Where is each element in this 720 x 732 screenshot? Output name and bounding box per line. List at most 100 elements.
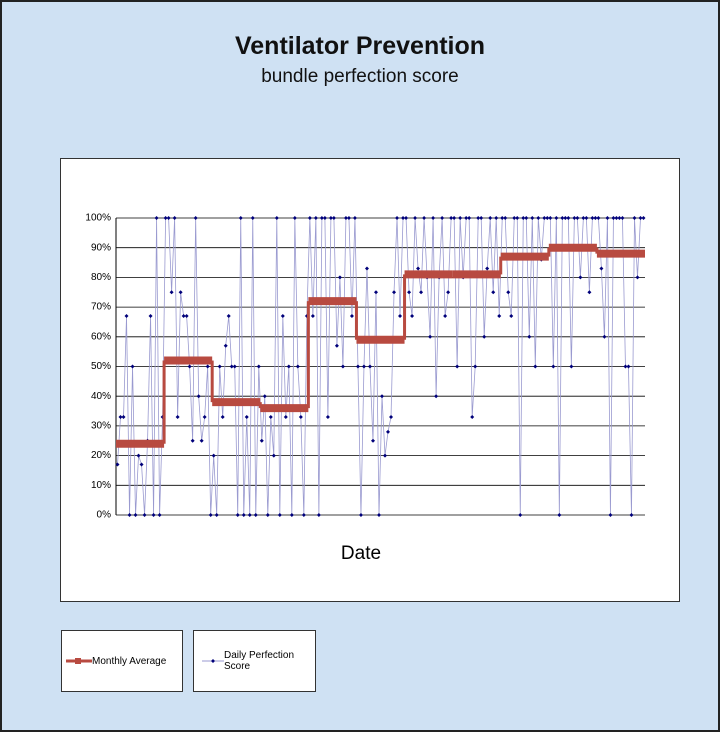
daily-marker (154, 216, 159, 220)
daily-marker (419, 290, 424, 295)
daily-marker (500, 216, 505, 220)
daily-marker (208, 513, 213, 517)
daily-marker (596, 216, 601, 220)
daily-marker (307, 216, 312, 220)
legend-box: Monthly Average (61, 630, 183, 692)
daily-marker (611, 216, 616, 220)
daily-marker (328, 216, 333, 220)
daily-marker (458, 216, 463, 220)
daily-marker (334, 343, 339, 348)
daily-marker (250, 216, 255, 220)
daily-marker (322, 216, 327, 220)
legend-label: Daily Perfection Score (224, 650, 295, 672)
daily-marker (127, 513, 132, 517)
y-tick-label: 0% (97, 510, 112, 521)
daily-marker (256, 364, 261, 369)
daily-marker (524, 216, 529, 220)
daily-marker (223, 343, 228, 348)
daily-marker (554, 216, 559, 220)
daily-marker (241, 513, 246, 517)
daily-marker (370, 438, 375, 443)
daily-marker (313, 216, 318, 220)
daily-marker (623, 364, 628, 369)
daily-marker (578, 275, 583, 280)
daily-marker (602, 334, 607, 339)
daily-marker (407, 290, 412, 295)
daily-marker (319, 216, 324, 220)
daily-marker (614, 216, 619, 220)
daily-marker (548, 216, 553, 220)
daily-marker (298, 414, 303, 419)
daily-marker (503, 216, 508, 220)
daily-marker (163, 216, 168, 220)
daily-marker (220, 414, 225, 419)
chart-area: Date 0% 10% 20% 30% 40% 50% 60% 70% 80% 90% 100% (60, 158, 680, 602)
daily-marker (632, 216, 637, 220)
chart: Date 0% 10% 20% 30% 40% 50% 60% 70% 80% 90% 100% (85, 213, 646, 564)
daily-marker (301, 513, 306, 517)
daily-marker (253, 513, 258, 517)
legend-box: Daily Perfection Score (193, 630, 316, 692)
daily-marker (545, 216, 550, 220)
daily-marker (443, 314, 448, 319)
y-tick-label: 60% (91, 331, 111, 342)
y-tick-label: 50% (91, 361, 111, 372)
title: Ventilator Prevention (234, 32, 486, 60)
daily-marker (506, 290, 511, 295)
daily-marker (262, 394, 267, 399)
daily-marker (428, 334, 433, 339)
y-tick-label: 10% (91, 480, 111, 491)
daily-marker (172, 216, 177, 220)
daily-marker (238, 216, 243, 220)
daily-marker (124, 314, 129, 319)
daily-marker (572, 216, 577, 220)
daily-marker (581, 216, 586, 220)
daily-marker (635, 275, 640, 280)
daily-marker (232, 364, 237, 369)
daily-marker (536, 216, 541, 220)
daily-marker (479, 216, 484, 220)
daily-marker (455, 364, 460, 369)
daily-marker (467, 216, 472, 220)
daily-marker (187, 364, 192, 369)
y-tick-label: 70% (91, 302, 111, 313)
y-tick-label: 20% (91, 450, 111, 461)
daily-marker (422, 216, 427, 220)
daily-marker (196, 394, 201, 399)
daily-marker (386, 429, 391, 434)
daily-marker (151, 513, 156, 517)
daily-marker (449, 216, 454, 220)
daily-marker (346, 216, 351, 220)
daily-marker (184, 314, 189, 319)
daily-marker (527, 334, 532, 339)
daily-marker (485, 266, 490, 271)
daily-marker (566, 216, 571, 220)
daily-marker (512, 216, 517, 220)
legend-icon (202, 659, 224, 663)
daily-marker (584, 216, 589, 220)
daily-marker (641, 216, 646, 220)
daily-marker (259, 438, 264, 443)
daily-marker (118, 414, 123, 419)
legend-label: Monthly Average (92, 655, 167, 667)
daily-marker (605, 216, 610, 220)
daily-marker (358, 513, 363, 517)
daily-marker (349, 314, 354, 319)
daily-marker (286, 364, 291, 369)
daily-marker (265, 513, 270, 517)
daily-marker (392, 290, 397, 295)
daily-marker (494, 216, 499, 220)
daily-marker (473, 364, 478, 369)
daily-marker (316, 513, 321, 517)
daily-marker (464, 216, 469, 220)
daily-marker (521, 216, 526, 220)
daily-marker (599, 266, 604, 271)
daily-marker (217, 364, 222, 369)
daily-marker (229, 364, 234, 369)
daily-marker (587, 290, 592, 295)
daily-marker (175, 414, 180, 419)
daily-marker (268, 414, 273, 419)
daily-marker (575, 216, 580, 220)
daily-marker (160, 414, 165, 419)
